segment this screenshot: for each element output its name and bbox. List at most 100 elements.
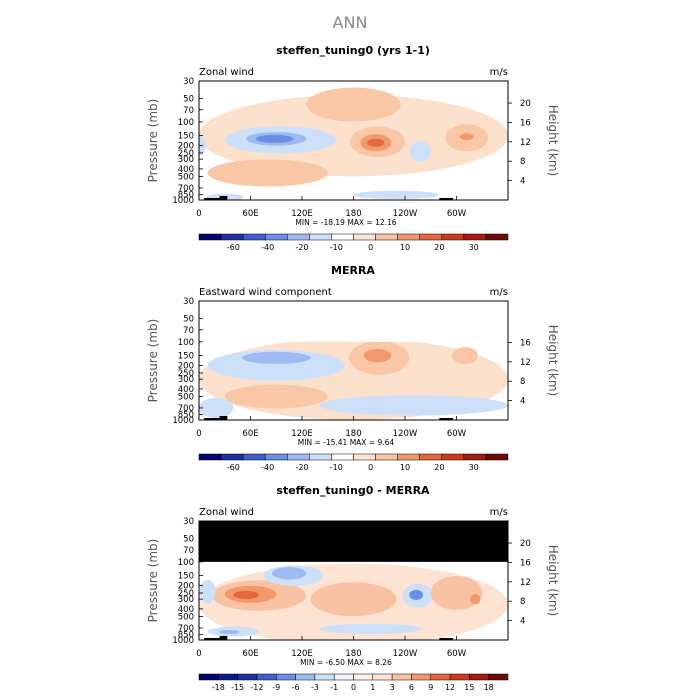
topography-mark [204, 198, 227, 200]
x-tick-label: 60W [447, 649, 467, 659]
y-tick-label: 700 [178, 624, 194, 634]
colorbar-label: -6 [292, 683, 300, 692]
y-tick-label: 250 [178, 149, 194, 159]
contour-field [199, 81, 508, 200]
height-tick-label: 16 [520, 338, 531, 348]
y-tick-label: 70 [183, 326, 194, 336]
colorbar-label: 3 [390, 683, 395, 692]
topography-mark [219, 636, 228, 640]
colorbar-box [353, 673, 374, 681]
colorbar-box [198, 673, 219, 681]
colorbar-label: 10 [400, 243, 410, 252]
y-tick-label: 700 [178, 184, 194, 194]
colorbar-box [441, 453, 465, 461]
y-tick-label: 200 [178, 581, 194, 591]
colorbar-box [309, 233, 332, 241]
colorbar-box [333, 673, 354, 681]
height-tick-label: 12 [520, 138, 531, 148]
pressure-axis-title: Pressure (mb) [146, 539, 160, 623]
contour-region [199, 579, 216, 604]
colorbar-label: 0 [368, 463, 373, 472]
colorbar-box [353, 453, 376, 461]
contour-region [353, 190, 440, 199]
pressure-axis-title: Pressure (mb) [146, 319, 160, 403]
height-tick-label: 8 [520, 597, 525, 607]
colorbar-box [485, 453, 509, 461]
height-tick-label: 8 [520, 157, 525, 167]
colorbar-label: 9 [428, 683, 433, 692]
contour-region [207, 350, 345, 381]
colorbar-label: -40 [261, 243, 274, 252]
x-tick-label: 120W [393, 649, 418, 659]
panel-subtitle-left: Zonal wind [199, 507, 254, 518]
colorbar-label: -40 [261, 463, 274, 472]
y-tick-label: 500 [178, 612, 194, 622]
colorbar-label: -20 [295, 463, 308, 472]
contour-region [233, 590, 260, 600]
y-tick-label: 200 [178, 361, 194, 371]
x-tick-label: 120E [291, 429, 313, 439]
y-tick-label: 850 [178, 190, 194, 200]
colorbar-box [469, 673, 489, 681]
y-tick-label: 150 [178, 132, 194, 142]
x-tick-label: 120E [291, 209, 313, 219]
y-tick-label: 300 [178, 375, 194, 385]
height-axis-title: Height (km) [546, 545, 560, 616]
height-tick-label: 20 [520, 99, 531, 109]
x-tick-label: 120W [393, 429, 418, 439]
colorbar-box [295, 673, 316, 681]
y-tick-label: 30 [183, 297, 194, 307]
colorbar-box [331, 233, 354, 241]
contour-region [410, 141, 431, 162]
height-tick-label: 8 [520, 377, 525, 387]
colorbar-box [441, 233, 465, 241]
colorbar-box [237, 673, 258, 681]
colorbar-box [419, 453, 443, 461]
y-tick-label: 30 [183, 77, 194, 87]
contour-region [409, 589, 424, 601]
topography-mark [219, 196, 228, 200]
colorbar-box [430, 673, 451, 681]
height-tick-label: 12 [520, 358, 531, 368]
contour-field [199, 301, 508, 420]
height-tick-label: 4 [520, 177, 525, 187]
no-data-region [199, 301, 508, 342]
contour-region [241, 351, 311, 364]
y-tick-label: 50 [183, 314, 194, 324]
contour-region [319, 623, 423, 634]
topography-mark [219, 416, 228, 420]
contour-region [367, 138, 385, 147]
colorbar-label: -60 [227, 463, 240, 472]
y-tick-label: 70 [183, 546, 194, 556]
contour-region [199, 397, 234, 419]
colorbar-label: -60 [227, 243, 240, 252]
colorbar-box [391, 673, 412, 681]
colorbar-label: -1 [330, 683, 338, 692]
y-tick-label: 1000 [172, 636, 194, 646]
y-tick-label: 50 [183, 94, 194, 104]
contour-region [319, 395, 508, 416]
colorbar-label: 30 [469, 243, 479, 252]
y-tick-label: 200 [178, 141, 194, 151]
colorbar-box [287, 453, 310, 461]
colorbar-box [375, 233, 398, 241]
x-tick-label: 60W [447, 429, 467, 439]
x-tick-label: 60E [242, 209, 258, 219]
contour-region [218, 629, 240, 635]
x-tick-label: 0 [196, 649, 201, 659]
colorbar-label: 1 [370, 683, 375, 692]
colorbar-label: 20 [434, 463, 444, 472]
colorbar-label: -20 [295, 243, 308, 252]
colorbar-box [218, 673, 238, 681]
colorbar-box [220, 233, 244, 241]
panel-subtitle-left: Eastward wind component [199, 287, 332, 298]
y-tick-label: 100 [178, 338, 194, 348]
colorbar-box [256, 673, 277, 681]
colorbar-box [309, 453, 332, 461]
colorbar-box [287, 233, 310, 241]
panel-subtitle-right: m/s [490, 507, 508, 518]
colorbar-box [353, 233, 376, 241]
